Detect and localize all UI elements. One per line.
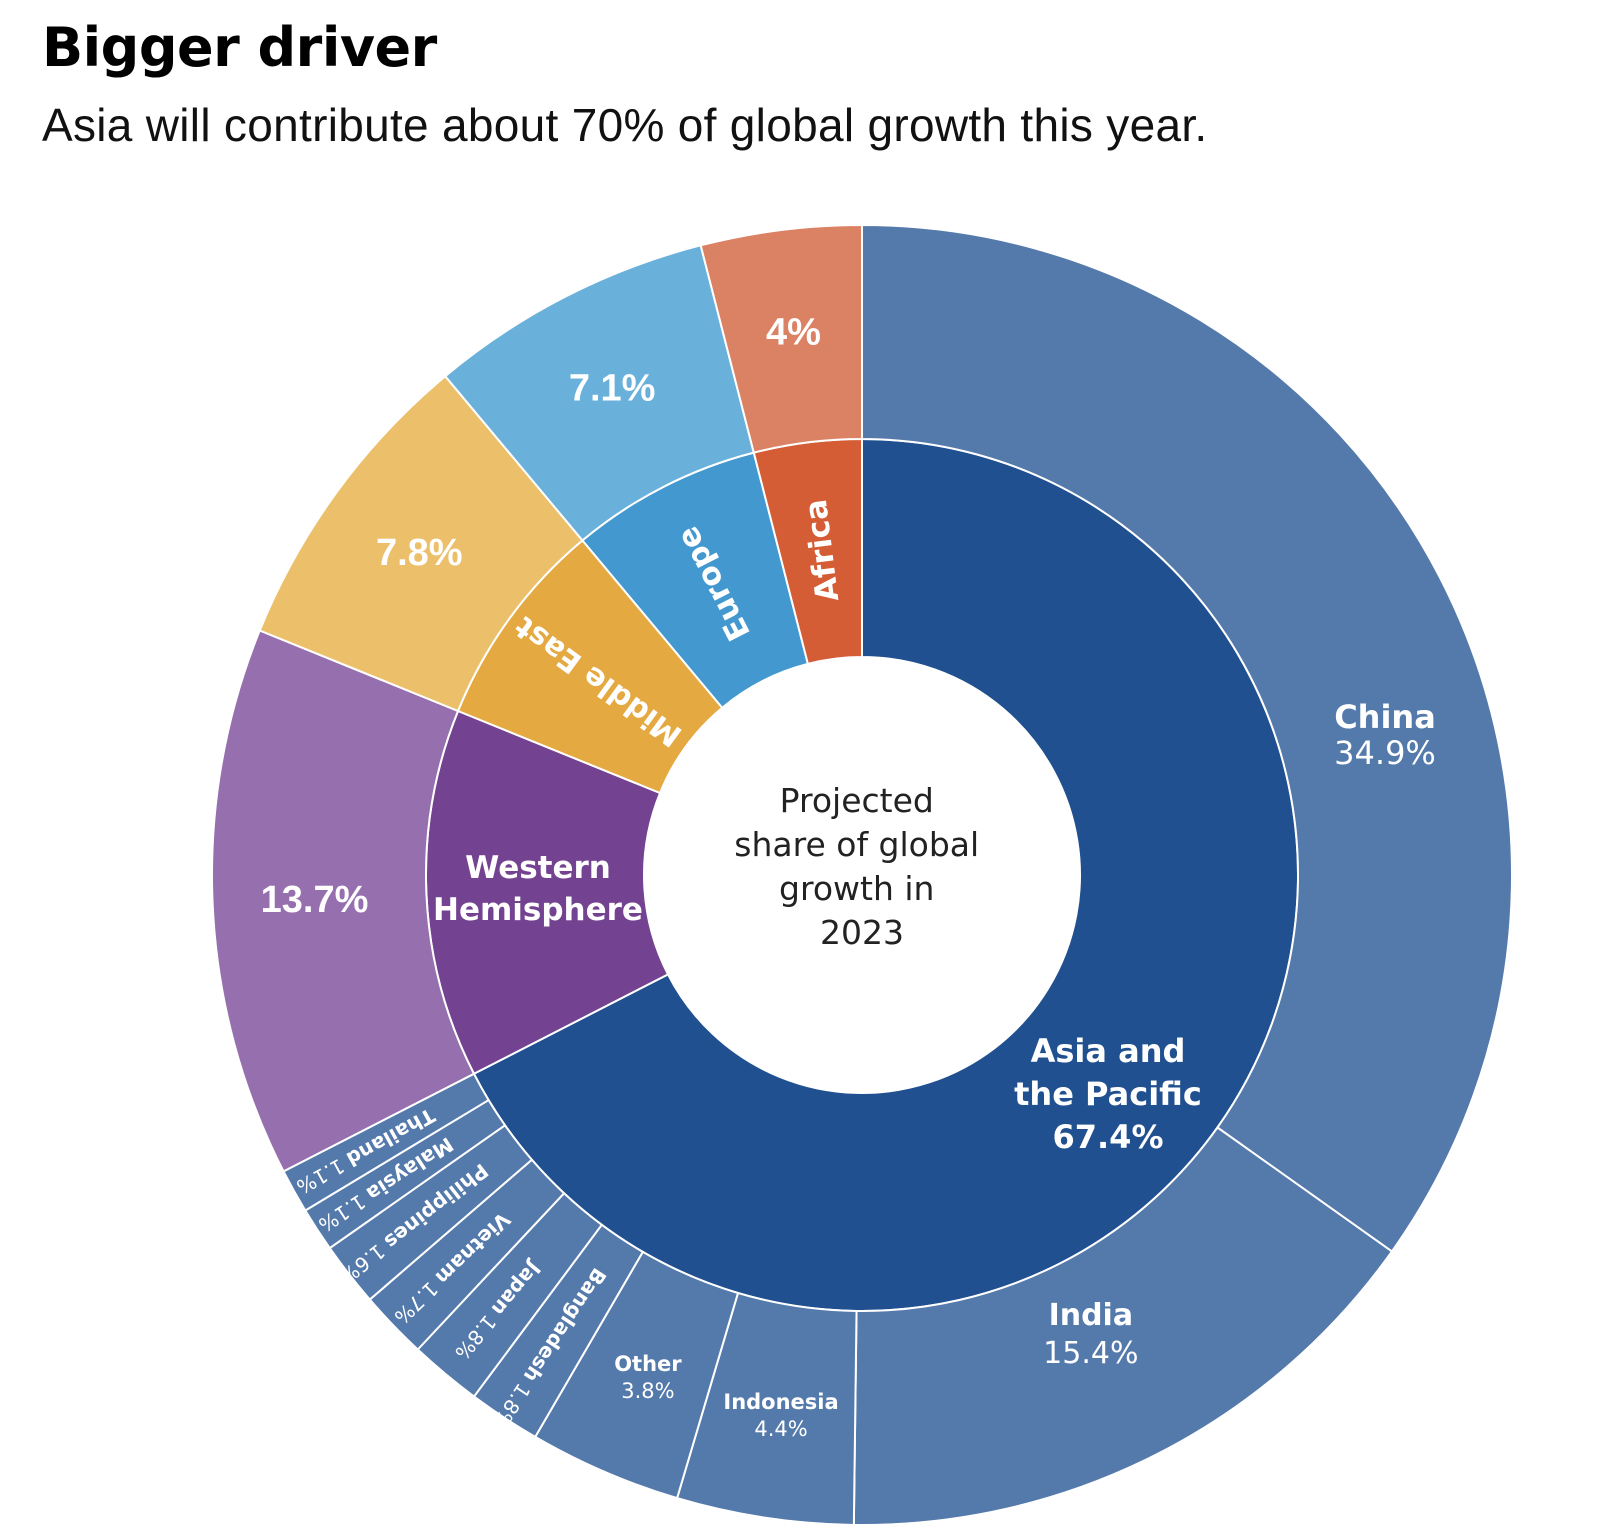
outer-label-name: India <box>1049 1298 1134 1333</box>
chart-segments <box>211 223 1513 1526</box>
outer-segment-india <box>852 1126 1394 1526</box>
center-label: Projected share of global growth in 2023 <box>734 781 989 952</box>
outer-label-value: 34.9% <box>1334 734 1436 772</box>
chart-title: Bigger driver <box>42 16 437 79</box>
outer-share-label-middle-east: 7.8% <box>376 532 463 574</box>
inner-label-line: Asia and <box>1031 1032 1186 1070</box>
center-label-line: growth in <box>779 869 934 908</box>
outer-label-other: Other 3.8% <box>614 1352 682 1403</box>
outer-label-indonesia: Indonesia 4.4% <box>723 1390 838 1441</box>
outer-share-label-europe: 7.1% <box>569 367 656 409</box>
outer-share-label-africa: 4% <box>766 311 821 353</box>
inner-label-line: Hemisphere <box>433 892 643 928</box>
outer-label-name: Indonesia <box>723 1390 838 1414</box>
inner-label-asia-and-the-pacific: Asia and the Pacific 67.4% <box>1014 1032 1202 1156</box>
chart-subtitle: Asia will contribute about 70% of global… <box>42 99 1208 151</box>
center-label-line: Projected <box>780 781 934 820</box>
outer-label-value: 4.4% <box>754 1417 807 1441</box>
outer-segment-china <box>861 223 1513 1253</box>
outer-segment-western-hemisphere-share <box>211 629 476 1173</box>
outer-label-name: China <box>1334 698 1436 736</box>
inner-label-line: the Pacific <box>1014 1075 1202 1113</box>
outer-label-value: 15.4% <box>1043 1336 1138 1371</box>
outer-share-label-western-hemisphere: 13.7% <box>261 879 369 921</box>
center-label-line: 2023 <box>820 913 904 952</box>
outer-label-name: Other <box>614 1352 682 1376</box>
inner-label-line: Western <box>465 850 611 886</box>
outer-segment-africa-share <box>699 223 863 454</box>
inner-label-value: 67.4% <box>1052 1118 1163 1156</box>
center-label-line: share of global <box>734 825 979 864</box>
outer-label-value: 3.8% <box>621 1379 674 1403</box>
inner-label-western-hemisphere: Western Hemisphere <box>433 850 643 928</box>
